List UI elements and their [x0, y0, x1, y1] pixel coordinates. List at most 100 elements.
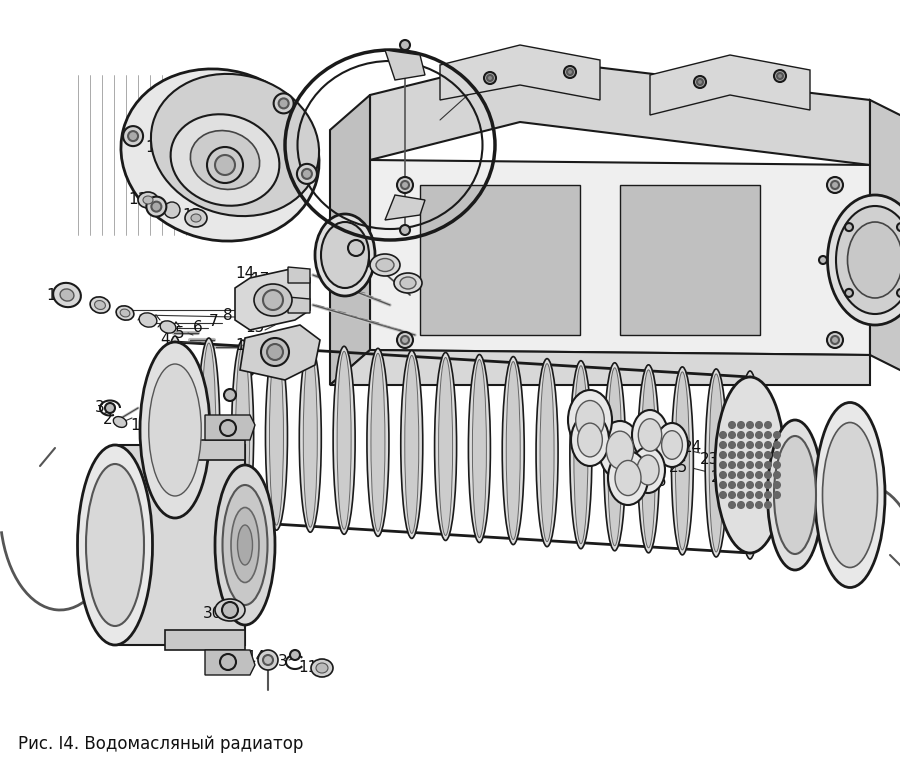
- Ellipse shape: [53, 283, 81, 307]
- Circle shape: [729, 432, 735, 438]
- Ellipse shape: [222, 485, 267, 605]
- Circle shape: [756, 432, 762, 438]
- Ellipse shape: [608, 367, 622, 546]
- Circle shape: [128, 131, 138, 141]
- Circle shape: [720, 432, 726, 438]
- Polygon shape: [205, 415, 255, 440]
- Circle shape: [827, 332, 843, 348]
- Circle shape: [215, 155, 235, 175]
- Polygon shape: [205, 650, 255, 675]
- Circle shape: [729, 442, 735, 448]
- Circle shape: [729, 482, 735, 488]
- Text: 18: 18: [250, 303, 270, 317]
- Text: 17: 17: [250, 273, 270, 287]
- Ellipse shape: [140, 342, 210, 518]
- Text: 13: 13: [183, 208, 202, 222]
- Circle shape: [297, 164, 317, 184]
- Circle shape: [747, 452, 753, 458]
- Ellipse shape: [370, 254, 400, 276]
- Ellipse shape: [60, 289, 74, 301]
- Ellipse shape: [185, 209, 207, 227]
- Ellipse shape: [171, 114, 279, 206]
- Circle shape: [756, 452, 762, 458]
- Text: 9: 9: [235, 300, 245, 316]
- Ellipse shape: [215, 465, 275, 625]
- Ellipse shape: [164, 336, 186, 524]
- Circle shape: [729, 502, 735, 508]
- Ellipse shape: [574, 366, 588, 543]
- Circle shape: [302, 169, 312, 179]
- Circle shape: [151, 201, 161, 212]
- Text: 12: 12: [146, 141, 165, 155]
- Circle shape: [729, 422, 735, 428]
- Ellipse shape: [371, 354, 385, 531]
- Ellipse shape: [198, 338, 220, 526]
- Circle shape: [765, 492, 771, 498]
- Circle shape: [747, 482, 753, 488]
- Circle shape: [774, 70, 786, 82]
- Ellipse shape: [632, 410, 668, 460]
- Ellipse shape: [571, 414, 609, 466]
- Ellipse shape: [143, 196, 153, 204]
- Circle shape: [401, 181, 409, 189]
- Circle shape: [747, 502, 753, 508]
- Polygon shape: [113, 445, 245, 645]
- Circle shape: [831, 181, 839, 189]
- Circle shape: [774, 442, 780, 448]
- Polygon shape: [870, 100, 900, 375]
- Circle shape: [845, 223, 853, 231]
- Circle shape: [720, 442, 726, 448]
- Circle shape: [765, 502, 771, 508]
- Ellipse shape: [333, 347, 356, 534]
- Circle shape: [765, 462, 771, 468]
- Circle shape: [697, 79, 703, 85]
- Circle shape: [765, 422, 771, 428]
- Polygon shape: [370, 58, 870, 165]
- Text: 21: 21: [450, 80, 470, 96]
- Ellipse shape: [148, 364, 202, 496]
- Ellipse shape: [604, 363, 626, 550]
- Circle shape: [564, 66, 576, 78]
- Circle shape: [105, 403, 115, 413]
- Text: 26: 26: [648, 475, 668, 489]
- Ellipse shape: [774, 436, 816, 554]
- Ellipse shape: [815, 402, 885, 587]
- Ellipse shape: [435, 353, 456, 540]
- Polygon shape: [288, 297, 310, 313]
- Circle shape: [263, 655, 273, 665]
- Circle shape: [290, 650, 300, 660]
- Ellipse shape: [269, 347, 284, 525]
- Ellipse shape: [506, 361, 520, 540]
- Ellipse shape: [94, 300, 105, 310]
- Circle shape: [897, 289, 900, 297]
- Circle shape: [123, 126, 143, 146]
- Circle shape: [756, 482, 762, 488]
- Circle shape: [729, 462, 735, 468]
- Circle shape: [720, 452, 726, 458]
- Circle shape: [831, 336, 839, 344]
- Text: 11: 11: [129, 192, 148, 208]
- Polygon shape: [620, 185, 760, 335]
- Ellipse shape: [706, 369, 727, 557]
- Text: 5: 5: [176, 326, 184, 340]
- Circle shape: [274, 93, 293, 113]
- Polygon shape: [240, 325, 320, 380]
- Text: 3: 3: [278, 655, 288, 669]
- Ellipse shape: [316, 663, 328, 673]
- Ellipse shape: [607, 431, 634, 469]
- Text: 1: 1: [130, 418, 140, 432]
- Ellipse shape: [568, 390, 612, 450]
- Circle shape: [765, 452, 771, 458]
- Ellipse shape: [739, 371, 761, 559]
- Ellipse shape: [315, 214, 375, 296]
- Ellipse shape: [715, 377, 785, 553]
- Circle shape: [747, 432, 753, 438]
- Text: 7: 7: [209, 314, 219, 330]
- Circle shape: [729, 492, 735, 498]
- Ellipse shape: [638, 418, 662, 452]
- Circle shape: [401, 336, 409, 344]
- Ellipse shape: [662, 431, 682, 459]
- Text: 3: 3: [95, 401, 105, 415]
- Text: 4: 4: [160, 333, 170, 347]
- Ellipse shape: [599, 421, 641, 479]
